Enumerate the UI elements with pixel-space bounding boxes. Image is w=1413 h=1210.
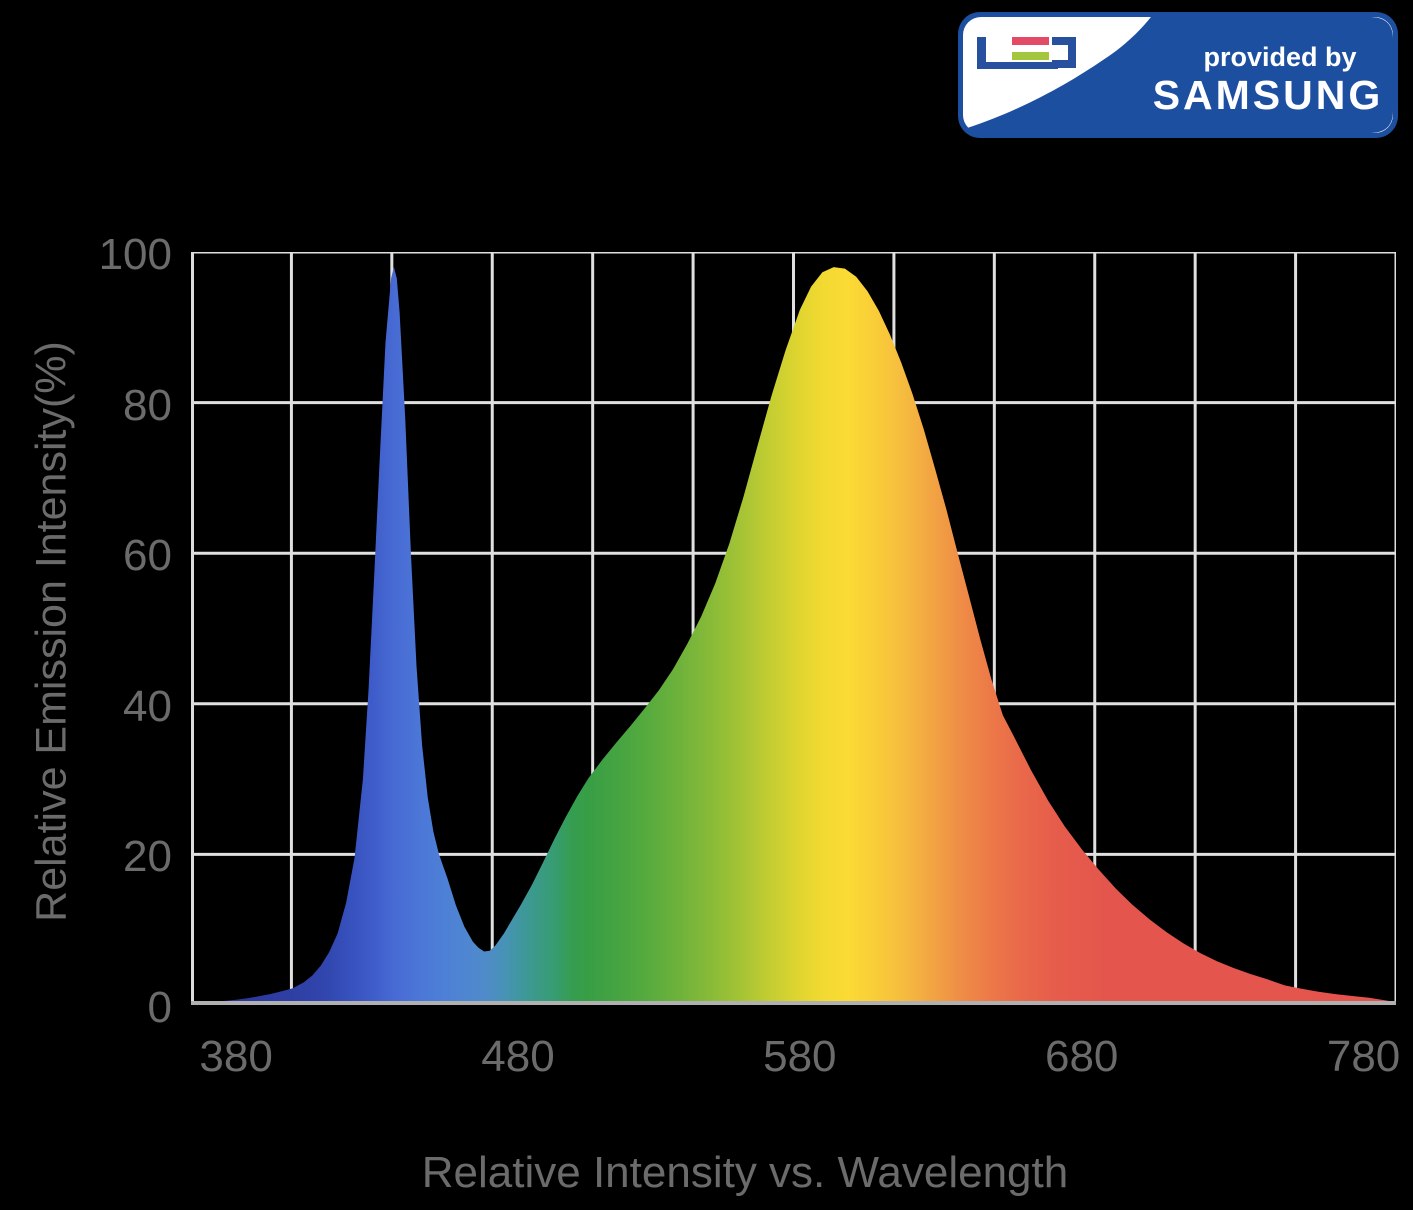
provided-by-text: provided by <box>1203 42 1357 72</box>
x-tick-label-480: 480 <box>481 1032 555 1081</box>
badge-swoosh <box>964 17 1393 133</box>
y-tick-label-60: 60 <box>123 531 172 581</box>
x-tick-label-780: 780 <box>1326 1032 1401 1081</box>
y-tick-label-80: 80 <box>123 380 172 430</box>
spectrum-area-curve <box>191 267 1396 1005</box>
led-logo-icon <box>977 37 1076 69</box>
plot-area <box>191 252 1396 1005</box>
y-tick-label-40: 40 <box>123 681 172 731</box>
samsung-wordmark: SAMSUNG <box>1152 72 1384 118</box>
x-tick-label-580: 580 <box>763 1032 837 1081</box>
y-tick-label-100: 100 <box>98 230 172 279</box>
led-d-bottom <box>1052 60 1076 68</box>
led-l-base <box>977 62 1058 69</box>
x-axis-title: Relative Intensity vs. Wavelength <box>421 1148 1069 1197</box>
led-l-vertical <box>977 37 986 68</box>
x-axis-baseline <box>191 1001 1396 1005</box>
y-tick-label-20: 20 <box>123 832 172 882</box>
samsung-led-badge: provided by SAMSUNG <box>958 12 1398 138</box>
led-e-mid-bar <box>1012 52 1049 60</box>
led-e-top-bar <box>1012 37 1049 45</box>
spectrum-plot <box>191 252 1396 1005</box>
led-d-top <box>1052 37 1076 45</box>
samsung-led-badge-graphic <box>958 12 1398 138</box>
x-tick-label-680: 680 <box>1044 1032 1119 1081</box>
led-d-right <box>1068 37 1076 68</box>
x-tick-label-380: 380 <box>199 1032 273 1081</box>
y-tick-label-0: 0 <box>147 983 172 1032</box>
